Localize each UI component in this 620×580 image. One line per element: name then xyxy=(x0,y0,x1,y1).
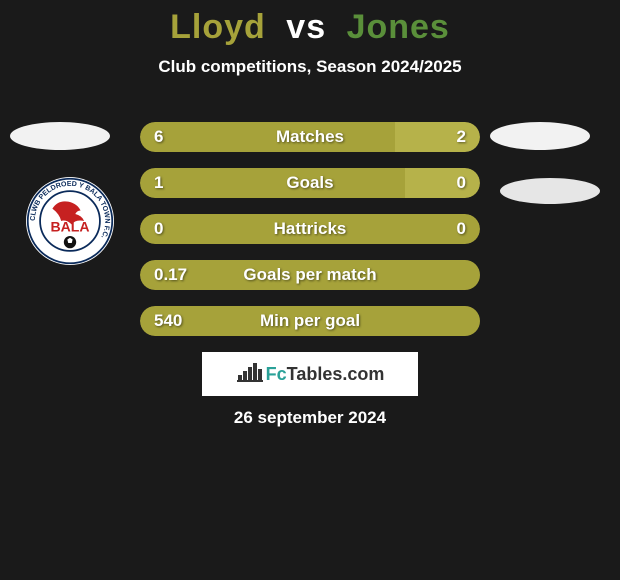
stat-row: 540Min per goal xyxy=(140,306,480,336)
stat-name: Min per goal xyxy=(140,306,480,336)
stat-name: Matches xyxy=(140,122,480,152)
page-title: Lloyd vs Jones xyxy=(0,0,620,47)
stat-row: 10Goals xyxy=(140,168,480,198)
subtitle: Club competitions, Season 2024/2025 xyxy=(0,57,620,77)
title-player2: Jones xyxy=(347,8,450,46)
brand-suffix: Tables.com xyxy=(287,364,385,384)
generated-date: 26 september 2024 xyxy=(0,408,620,428)
stat-row: 0.17Goals per match xyxy=(140,260,480,290)
left-club-badge: CLWB PELDROED Y BALA TOWN F.C. BALA xyxy=(26,177,114,265)
left-player-placeholder-ellipse xyxy=(10,122,110,150)
title-player1: Lloyd xyxy=(170,8,266,46)
stat-name: Hattricks xyxy=(140,214,480,244)
right-player-placeholder-ellipse xyxy=(490,122,590,150)
brand-text: FcTables.com xyxy=(266,364,385,385)
stat-row: 62Matches xyxy=(140,122,480,152)
club-badge-svg: CLWB PELDROED Y BALA TOWN F.C. BALA xyxy=(26,177,114,265)
svg-text:BALA: BALA xyxy=(50,219,89,235)
stat-row: 00Hattricks xyxy=(140,214,480,244)
stat-name: Goals xyxy=(140,168,480,198)
comparison-bars: 62Matches 10Goals 00Hattricks 0.17Goals per… xyxy=(140,122,480,352)
title-vs: vs xyxy=(286,8,326,46)
brand-box: FcTables.com xyxy=(202,352,418,396)
bar-chart-icon xyxy=(236,361,264,388)
stat-name: Goals per match xyxy=(140,260,480,290)
comparison-infographic: Lloyd vs Jones Club competitions, Season… xyxy=(0,0,620,580)
right-club-placeholder-ellipse xyxy=(500,178,600,204)
brand-prefix: Fc xyxy=(266,364,287,384)
